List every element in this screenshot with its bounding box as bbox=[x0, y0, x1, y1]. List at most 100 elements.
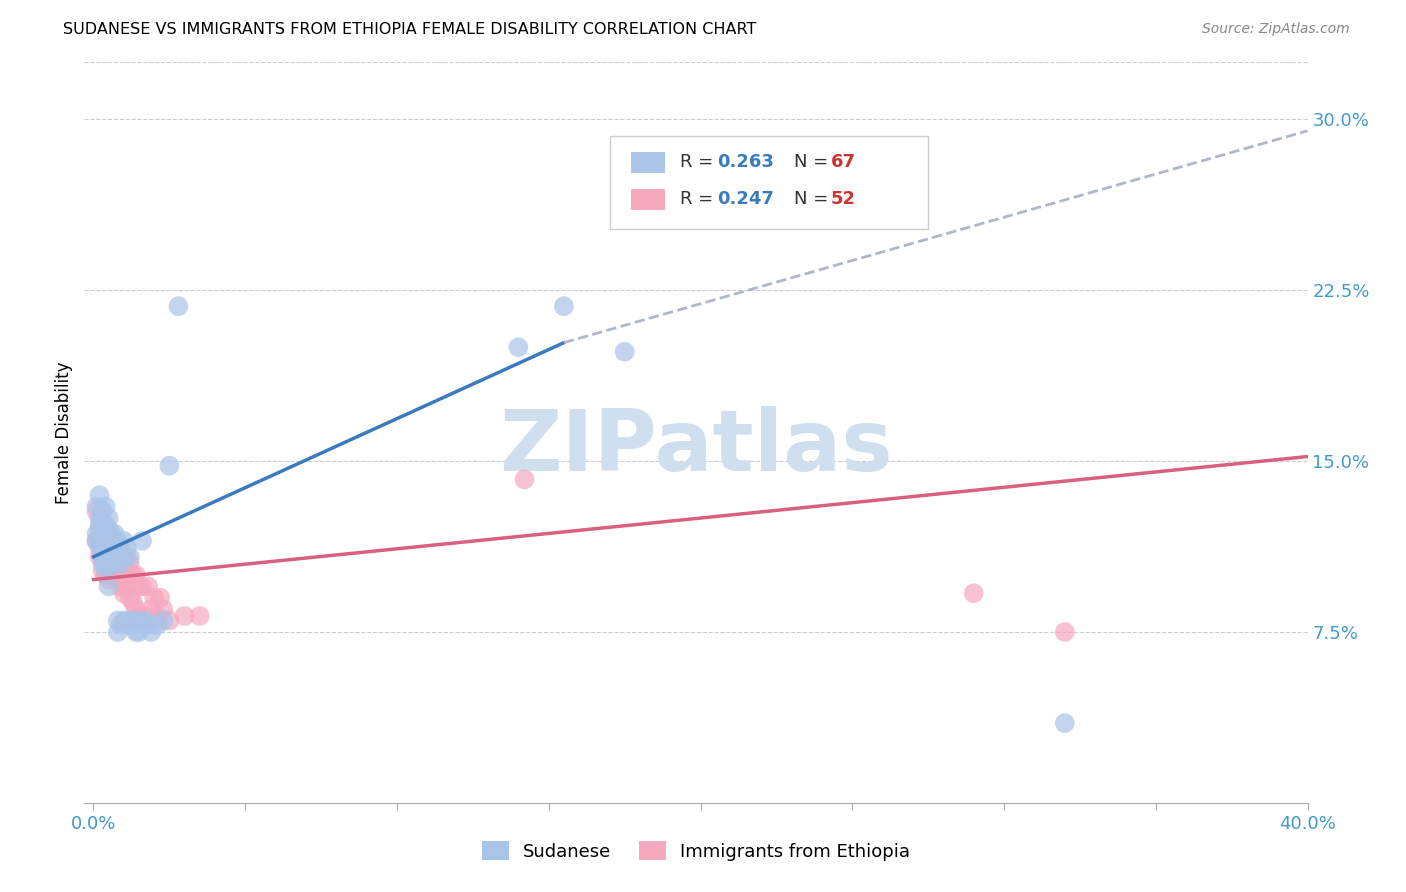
Point bbox=[122, 568, 145, 582]
Point bbox=[100, 549, 122, 564]
Point bbox=[100, 533, 122, 548]
Point bbox=[97, 579, 120, 593]
Point bbox=[97, 523, 120, 537]
Point bbox=[86, 533, 108, 548]
Point bbox=[94, 541, 117, 555]
Point bbox=[146, 618, 169, 632]
Point bbox=[97, 545, 120, 559]
Point bbox=[139, 624, 162, 639]
Point bbox=[104, 527, 127, 541]
Point bbox=[146, 609, 169, 624]
Point bbox=[131, 579, 153, 593]
Point bbox=[94, 557, 117, 571]
Point bbox=[157, 614, 180, 628]
Point bbox=[107, 549, 129, 564]
Point bbox=[112, 586, 135, 600]
Y-axis label: Female Disability: Female Disability bbox=[55, 361, 73, 504]
FancyBboxPatch shape bbox=[610, 136, 928, 229]
Point bbox=[97, 573, 120, 587]
Text: 0.247: 0.247 bbox=[717, 190, 773, 209]
Point bbox=[91, 527, 114, 541]
Point bbox=[115, 614, 138, 628]
Point bbox=[104, 541, 127, 555]
Point bbox=[100, 557, 122, 571]
Point bbox=[91, 527, 114, 541]
Point bbox=[107, 533, 129, 548]
Point bbox=[118, 557, 141, 571]
Point bbox=[86, 533, 108, 548]
Legend: Sudanese, Immigrants from Ethiopia: Sudanese, Immigrants from Ethiopia bbox=[475, 834, 917, 868]
Point bbox=[152, 602, 174, 616]
Point bbox=[89, 511, 111, 525]
Point bbox=[112, 533, 135, 548]
Point bbox=[91, 541, 114, 555]
Point bbox=[97, 527, 120, 541]
FancyBboxPatch shape bbox=[631, 189, 665, 210]
Point bbox=[110, 557, 132, 571]
Point bbox=[128, 579, 150, 593]
Point bbox=[94, 564, 117, 578]
Point bbox=[100, 568, 122, 582]
Point bbox=[115, 541, 138, 555]
Point bbox=[125, 568, 148, 582]
Point bbox=[131, 533, 153, 548]
Point bbox=[128, 609, 150, 624]
Point bbox=[94, 533, 117, 548]
Point bbox=[97, 557, 120, 571]
Point bbox=[118, 618, 141, 632]
Point bbox=[107, 549, 129, 564]
Point bbox=[89, 488, 111, 502]
Point bbox=[1053, 624, 1076, 639]
Point bbox=[139, 602, 162, 616]
Point bbox=[107, 624, 129, 639]
Point bbox=[143, 591, 166, 605]
Point bbox=[152, 614, 174, 628]
Point bbox=[112, 614, 135, 628]
Point bbox=[100, 545, 122, 559]
Point bbox=[91, 564, 114, 578]
Text: 67: 67 bbox=[831, 153, 855, 171]
Point bbox=[104, 541, 127, 555]
Point bbox=[91, 504, 114, 518]
Point bbox=[110, 618, 132, 632]
Point bbox=[104, 557, 127, 571]
Point bbox=[86, 500, 108, 514]
Point bbox=[89, 533, 111, 548]
Point bbox=[134, 614, 156, 628]
Text: ZIPatlas: ZIPatlas bbox=[499, 406, 893, 489]
Point bbox=[94, 549, 117, 564]
Point bbox=[110, 557, 132, 571]
Point bbox=[94, 533, 117, 548]
Point bbox=[508, 340, 530, 354]
Point bbox=[188, 609, 211, 624]
Point bbox=[89, 533, 111, 548]
Point bbox=[110, 579, 132, 593]
Point bbox=[136, 618, 159, 632]
Text: N =: N = bbox=[794, 190, 834, 209]
Point bbox=[94, 568, 117, 582]
Point bbox=[134, 609, 156, 624]
Text: N =: N = bbox=[794, 153, 834, 171]
Point bbox=[115, 549, 138, 564]
Point bbox=[122, 595, 145, 609]
Text: R =: R = bbox=[681, 190, 718, 209]
FancyBboxPatch shape bbox=[631, 152, 665, 173]
Point bbox=[149, 591, 172, 605]
Point bbox=[94, 549, 117, 564]
Point bbox=[86, 527, 108, 541]
Text: 52: 52 bbox=[831, 190, 855, 209]
Point bbox=[89, 541, 111, 555]
Point bbox=[128, 614, 150, 628]
Point bbox=[513, 472, 536, 486]
Point bbox=[125, 624, 148, 639]
Point bbox=[94, 500, 117, 514]
Text: Source: ZipAtlas.com: Source: ZipAtlas.com bbox=[1202, 22, 1350, 37]
Text: R =: R = bbox=[681, 153, 718, 171]
Point bbox=[97, 533, 120, 548]
Point bbox=[115, 579, 138, 593]
Point bbox=[91, 541, 114, 555]
Point bbox=[118, 591, 141, 605]
Point bbox=[91, 549, 114, 564]
Point bbox=[136, 579, 159, 593]
Point bbox=[104, 557, 127, 571]
